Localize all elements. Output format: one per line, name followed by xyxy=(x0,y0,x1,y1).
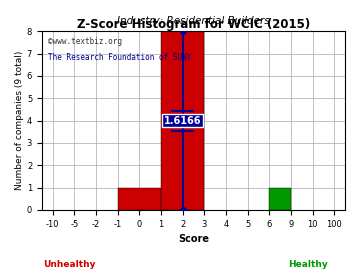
Bar xyxy=(118,188,161,210)
Text: Unhealthy: Unhealthy xyxy=(43,260,96,269)
Title: Z-Score Histogram for WCIC (2015): Z-Score Histogram for WCIC (2015) xyxy=(77,18,310,31)
Y-axis label: Number of companies (9 total): Number of companies (9 total) xyxy=(15,51,24,190)
Text: Healthy: Healthy xyxy=(288,260,328,269)
X-axis label: Score: Score xyxy=(178,234,209,244)
Text: 1.6166: 1.6166 xyxy=(164,116,201,126)
Text: Industry: Residential Builders: Industry: Residential Builders xyxy=(117,16,270,26)
Text: The Research Foundation of SUNY: The Research Foundation of SUNY xyxy=(48,53,191,62)
Bar xyxy=(161,31,204,210)
Bar xyxy=(269,188,291,210)
Text: ©www.textbiz.org: ©www.textbiz.org xyxy=(48,37,122,46)
